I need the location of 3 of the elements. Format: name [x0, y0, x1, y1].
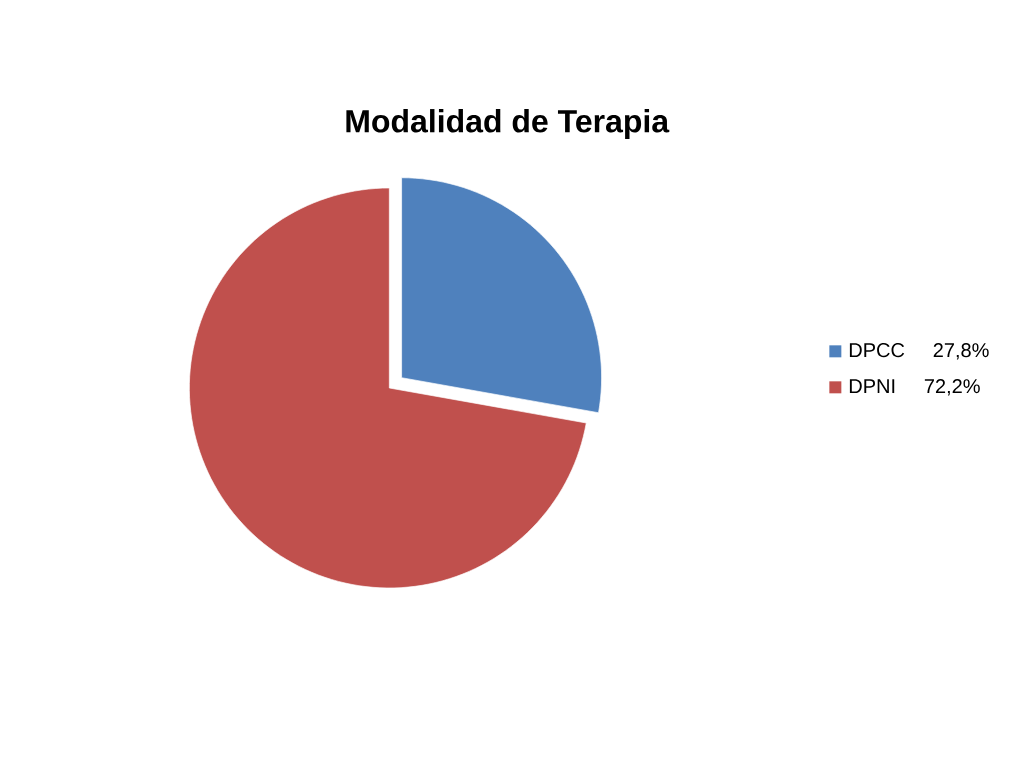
legend-label: DPCC 27,8%	[849, 343, 989, 360]
legend-label: DPNI 72,2%	[849, 379, 980, 396]
chart-title: Modalidad de Terapia	[346, 109, 670, 139]
